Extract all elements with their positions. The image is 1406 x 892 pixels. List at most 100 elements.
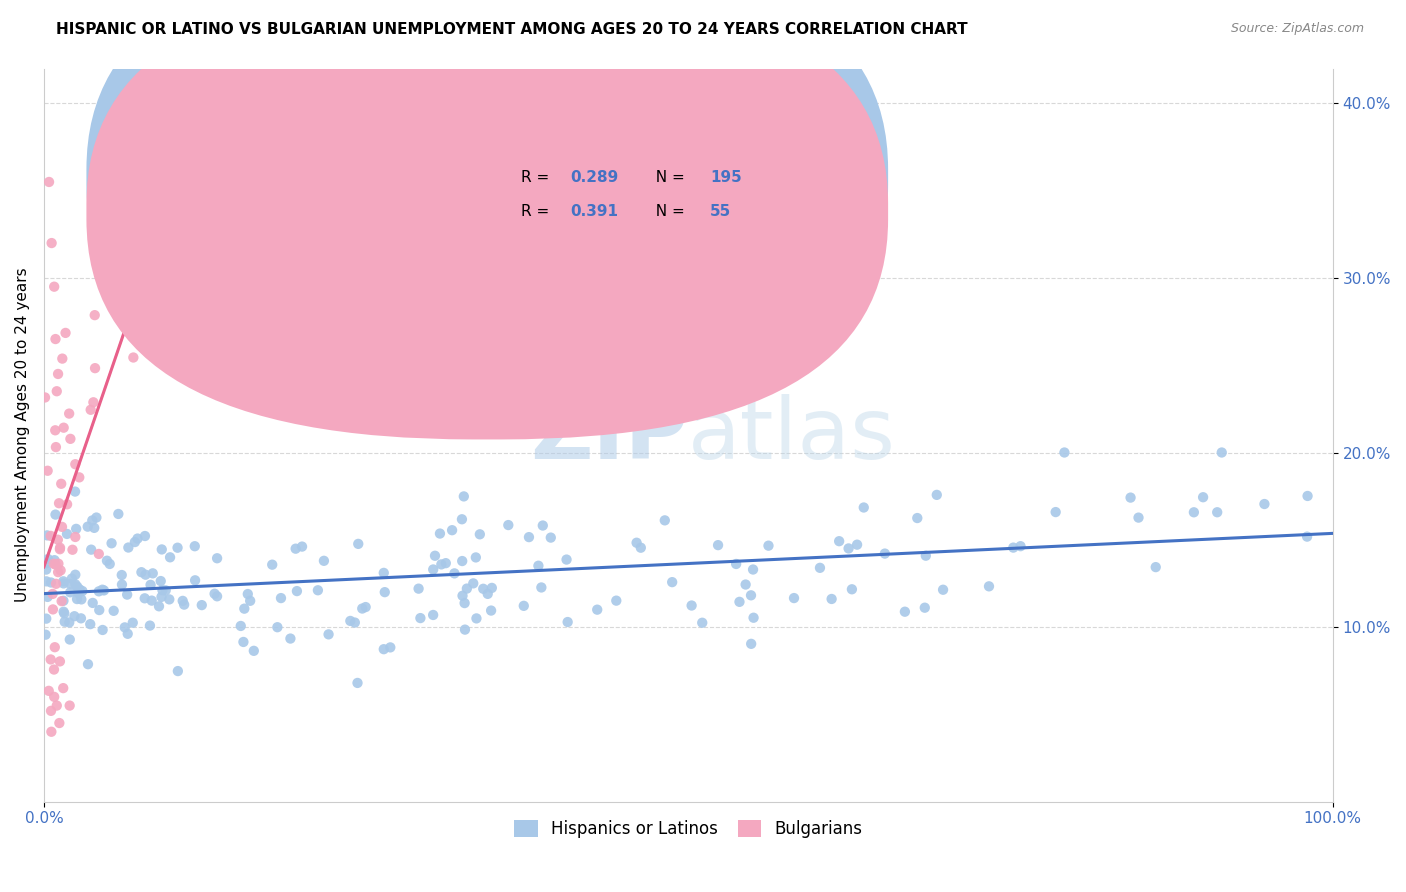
Point bbox=[44, 279, 66, 293]
Point bbox=[42, 557, 65, 571]
Point bbox=[1119, 491, 1142, 505]
Point bbox=[114, 620, 136, 634]
Text: 0.289: 0.289 bbox=[569, 169, 619, 185]
Point bbox=[409, 611, 432, 625]
Point bbox=[1296, 489, 1319, 503]
Point bbox=[59, 576, 82, 591]
Point bbox=[914, 549, 936, 563]
Point bbox=[86, 510, 108, 524]
Point bbox=[166, 541, 188, 555]
Point bbox=[51, 351, 73, 366]
Point bbox=[586, 602, 609, 616]
Point bbox=[742, 611, 765, 625]
Point bbox=[1206, 505, 1229, 519]
Point bbox=[42, 602, 65, 616]
Point bbox=[37, 528, 59, 542]
Legend: Hispanics or Latinos, Bulgarians: Hispanics or Latinos, Bulgarians bbox=[508, 813, 869, 845]
Point bbox=[783, 591, 806, 605]
Point bbox=[894, 605, 917, 619]
FancyBboxPatch shape bbox=[86, 0, 889, 440]
Point bbox=[72, 584, 94, 599]
Point bbox=[1010, 539, 1032, 553]
Point bbox=[463, 576, 485, 591]
Point bbox=[53, 615, 76, 629]
Point bbox=[557, 615, 579, 629]
Point bbox=[67, 470, 90, 484]
Point bbox=[42, 663, 65, 677]
Point bbox=[531, 518, 554, 533]
Point bbox=[52, 420, 75, 434]
Point bbox=[1182, 505, 1205, 519]
Point bbox=[76, 519, 98, 533]
Text: R =: R = bbox=[520, 204, 554, 219]
Point bbox=[84, 361, 107, 376]
Point bbox=[374, 585, 396, 599]
Point bbox=[841, 582, 863, 597]
Point bbox=[291, 540, 314, 554]
Point bbox=[131, 565, 153, 579]
Point bbox=[517, 530, 540, 544]
Point bbox=[52, 605, 75, 619]
Point bbox=[925, 488, 948, 502]
Point bbox=[65, 457, 87, 471]
Text: atlas: atlas bbox=[689, 393, 897, 476]
Point bbox=[107, 507, 129, 521]
Point bbox=[318, 627, 340, 641]
Point bbox=[135, 567, 157, 582]
Point bbox=[52, 574, 75, 589]
Point bbox=[48, 716, 70, 731]
Point bbox=[111, 577, 134, 591]
Point bbox=[117, 541, 139, 555]
Point bbox=[39, 575, 62, 590]
Point bbox=[728, 595, 751, 609]
Point bbox=[1053, 445, 1076, 459]
Text: R =: R = bbox=[520, 169, 554, 185]
Point bbox=[312, 554, 335, 568]
Point bbox=[740, 588, 762, 602]
Point bbox=[307, 583, 329, 598]
Point bbox=[45, 698, 67, 713]
Point bbox=[852, 500, 875, 515]
Point bbox=[159, 550, 181, 565]
Point bbox=[59, 432, 82, 446]
Point bbox=[39, 529, 62, 543]
Point bbox=[443, 566, 465, 581]
Point bbox=[80, 542, 103, 557]
Point bbox=[45, 440, 67, 454]
Point bbox=[451, 589, 474, 603]
Point bbox=[52, 594, 75, 608]
Point bbox=[122, 351, 145, 365]
Point bbox=[70, 611, 93, 625]
Point bbox=[453, 490, 475, 504]
Point bbox=[44, 690, 66, 704]
Point bbox=[53, 607, 76, 621]
Point bbox=[65, 577, 87, 591]
Point bbox=[58, 615, 80, 630]
Point bbox=[1192, 490, 1215, 504]
Point bbox=[373, 566, 395, 580]
Point bbox=[828, 534, 851, 549]
Point bbox=[284, 541, 307, 556]
Point bbox=[79, 617, 101, 632]
Point bbox=[380, 640, 402, 655]
Point bbox=[1128, 510, 1150, 524]
Point bbox=[124, 535, 146, 549]
Point bbox=[454, 623, 477, 637]
Point bbox=[262, 558, 284, 572]
Point bbox=[121, 615, 143, 630]
Point bbox=[346, 676, 368, 690]
Point bbox=[87, 547, 110, 561]
Point bbox=[173, 598, 195, 612]
Point bbox=[690, 615, 713, 630]
Point bbox=[1253, 497, 1275, 511]
Point bbox=[96, 554, 118, 568]
Point bbox=[44, 640, 66, 655]
Point bbox=[1002, 541, 1025, 555]
Point bbox=[243, 644, 266, 658]
Point bbox=[347, 537, 370, 551]
Point bbox=[204, 587, 226, 601]
Point bbox=[661, 575, 683, 590]
Point bbox=[82, 395, 104, 409]
Point bbox=[343, 615, 366, 630]
Point bbox=[52, 681, 75, 695]
